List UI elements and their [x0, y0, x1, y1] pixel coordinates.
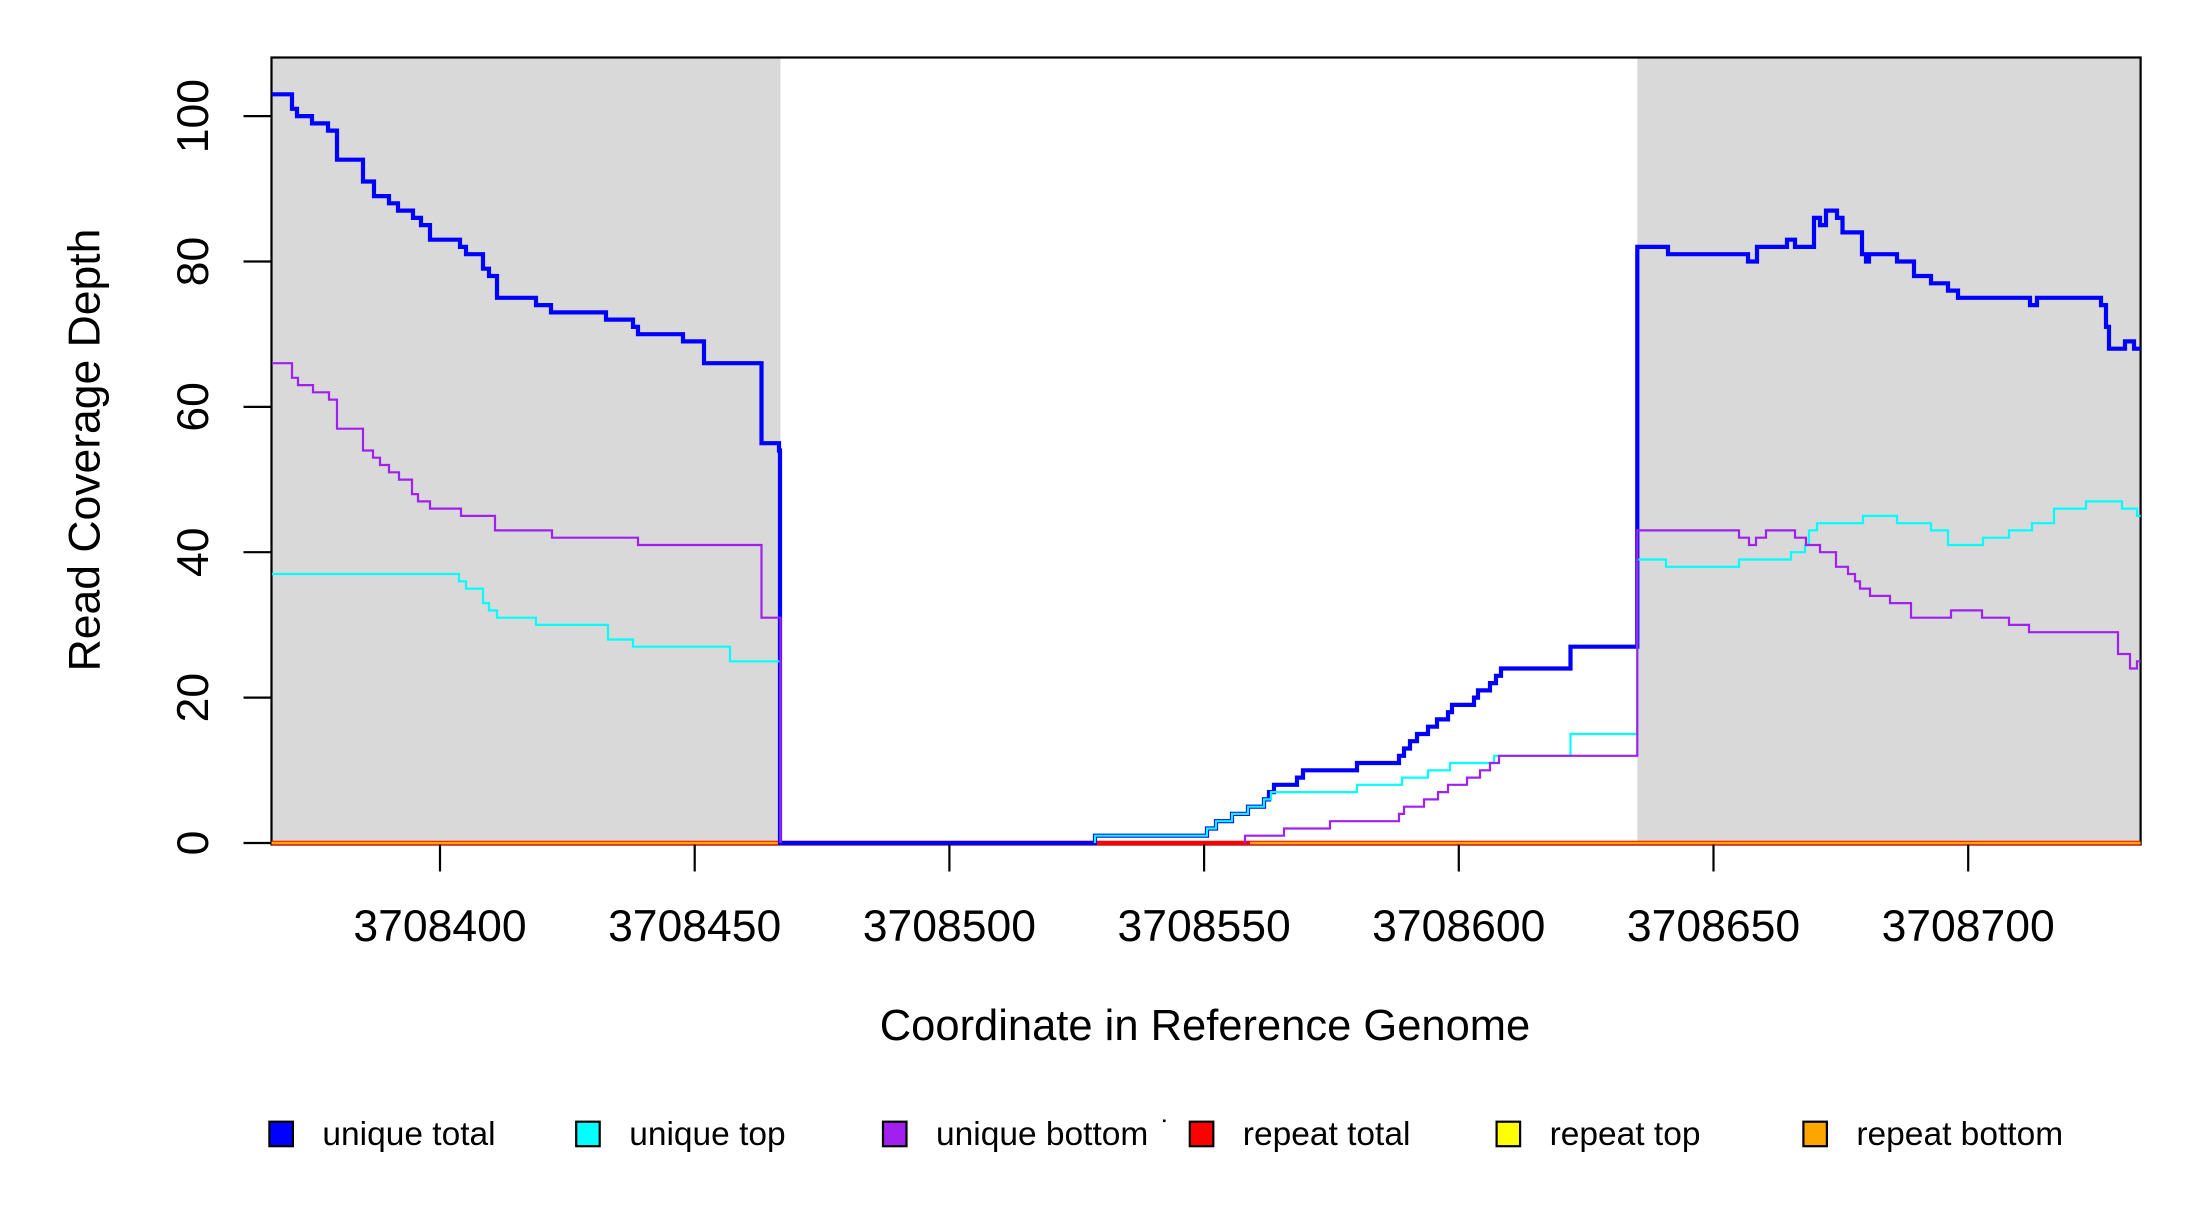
svg-text:40: 40 — [169, 527, 218, 577]
svg-text:3708700: 3708700 — [1882, 902, 2055, 951]
svg-text:3708600: 3708600 — [1372, 902, 1545, 951]
svg-text:unique bottom: unique bottom — [936, 1116, 1148, 1153]
svg-text:3708550: 3708550 — [1117, 902, 1290, 951]
svg-text:unique total: unique total — [322, 1116, 495, 1153]
svg-text:3708500: 3708500 — [863, 902, 1036, 951]
svg-text:unique top: unique top — [629, 1116, 785, 1153]
svg-text:100: 100 — [169, 79, 218, 153]
svg-text:Read Coverage Depth: Read Coverage Depth — [61, 229, 110, 672]
svg-text:repeat top: repeat top — [1550, 1116, 1701, 1153]
svg-text:repeat bottom: repeat bottom — [1856, 1116, 2063, 1153]
svg-text:80: 80 — [169, 237, 218, 287]
svg-text:20: 20 — [169, 673, 218, 723]
svg-text:0: 0 — [169, 831, 218, 856]
svg-text:60: 60 — [169, 382, 218, 432]
svg-text:repeat total: repeat total — [1243, 1116, 1411, 1153]
svg-text:Coordinate in Reference Genome: Coordinate in Reference Genome — [880, 1002, 1530, 1050]
svg-text:3708650: 3708650 — [1627, 902, 1800, 951]
svg-text:3708450: 3708450 — [608, 902, 781, 951]
svg-text:3708400: 3708400 — [353, 902, 526, 951]
